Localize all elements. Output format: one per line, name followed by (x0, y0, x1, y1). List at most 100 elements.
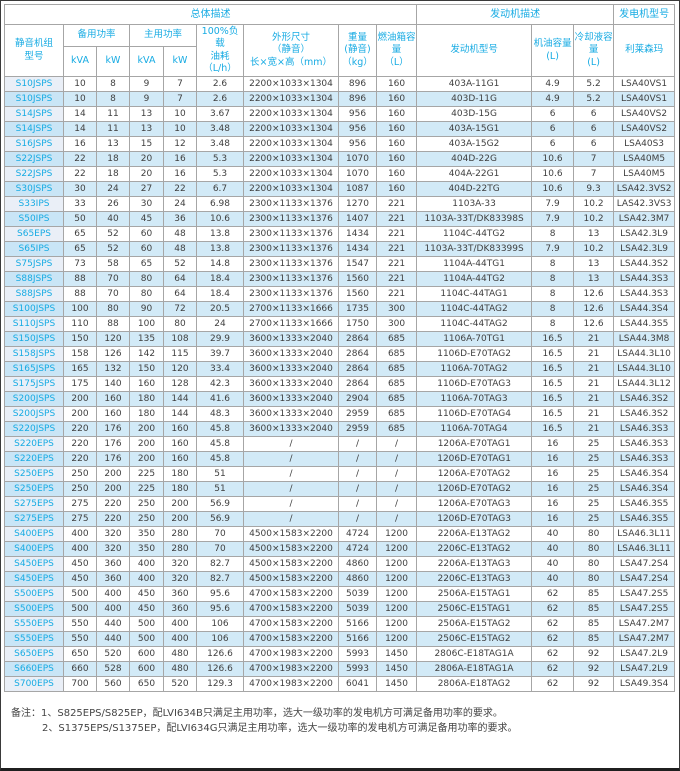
band-engine-description: 发动机描述 (416, 4, 615, 25)
data-cell: 600 (129, 646, 164, 662)
model-cell[interactable]: S400EPS (4, 541, 64, 557)
data-cell: 2.6 (196, 76, 244, 92)
data-cell: 12.6 (573, 316, 615, 332)
model-cell[interactable]: S550EPS (4, 616, 64, 632)
data-cell: 62 (531, 616, 575, 632)
table-row: S10JSPS 10 8 9 7 2.6 2200×1033×1304 896 160 403D-… (4, 91, 676, 107)
model-cell[interactable]: S50IPS (4, 211, 64, 227)
model-cell[interactable]: S200JSPS (4, 406, 64, 422)
model-cell[interactable]: S14JSPS (4, 121, 64, 137)
model-cell[interactable]: S65IPS (4, 241, 64, 257)
model-cell[interactable]: S14JSPS (4, 106, 64, 122)
data-cell: 403A-15G2 (416, 136, 533, 152)
data-cell: 2200×1033×1304 (243, 76, 339, 92)
data-cell: 13.8 (196, 241, 244, 257)
data-cell: LSA42.3VS2 (613, 181, 676, 197)
model-cell[interactable]: S65EPS (4, 226, 64, 242)
data-cell: 4.9 (531, 76, 575, 92)
model-cell[interactable]: S10JSPS (4, 91, 64, 107)
data-cell: 1450 (375, 646, 418, 662)
model-cell[interactable]: S200JSPS (4, 391, 64, 407)
data-cell: 1106D-E70TAG2 (416, 346, 533, 362)
table-row: S250EPS 250 200 225 180 51///1206A-E70TAG2 16 2… (4, 466, 676, 482)
data-cell: 7 (163, 76, 197, 92)
model-cell[interactable]: S220EPS (4, 451, 64, 467)
data-cell: 176 (96, 421, 130, 437)
table-row: S200JSPS 200 160 180 144 41.6 3600×1333×2040 29… (4, 391, 676, 407)
data-cell: LSA44.3L10 (613, 346, 676, 362)
model-cell[interactable]: S275EPS (4, 496, 64, 512)
data-cell: 1106D-E70TAG3 (416, 376, 533, 392)
data-cell: 65 (63, 241, 97, 257)
model-cell[interactable]: S250EPS (4, 481, 64, 497)
data-cell: LSA47.2S5 (613, 601, 676, 617)
model-cell[interactable]: S660EPS (4, 661, 64, 677)
model-cell[interactable]: S450EPS (4, 571, 64, 587)
model-cell[interactable]: S33IPS (4, 196, 64, 212)
table-row: S14JSPS 14 11 13 10 3.67 2200×1033×1304 956 160 4… (4, 106, 676, 122)
data-cell: 300 (375, 316, 418, 332)
model-cell[interactable]: S22JSPS (4, 151, 64, 167)
data-cell: 80 (573, 526, 615, 542)
data-cell: / (338, 496, 377, 512)
data-cell: 7.9 (531, 211, 575, 227)
data-cell: 16 (531, 451, 575, 467)
model-cell[interactable]: S550EPS (4, 631, 64, 647)
data-cell: / (243, 466, 339, 482)
model-cell[interactable]: S220JSPS (4, 421, 64, 437)
model-cell[interactable]: S150JSPS (4, 331, 64, 347)
data-cell: 320 (96, 526, 130, 542)
model-cell[interactable]: S75JSPS (4, 256, 64, 272)
model-cell[interactable]: S22JSPS (4, 166, 64, 182)
data-cell: / (375, 496, 418, 512)
data-cell: 30 (129, 196, 164, 212)
data-cell: 106 (196, 616, 244, 632)
model-cell[interactable]: S175JSPS (4, 376, 64, 392)
data-cell: 160 (375, 76, 418, 92)
model-cell[interactable]: S88JSPS (4, 271, 64, 287)
model-cell[interactable]: S500EPS (4, 601, 64, 617)
data-cell: 320 (96, 541, 130, 557)
data-cell: 250 (129, 511, 164, 527)
model-cell[interactable]: S30JSPS (4, 181, 64, 197)
data-cell: 13.8 (196, 226, 244, 242)
model-cell[interactable]: S275EPS (4, 511, 64, 527)
model-cell[interactable]: S400EPS (4, 526, 64, 542)
model-cell[interactable]: S110JSPS (4, 316, 64, 332)
data-cell: 12.6 (573, 286, 615, 302)
model-cell[interactable]: S220EPS (4, 436, 64, 452)
model-cell[interactable]: S650EPS (4, 646, 64, 662)
data-cell: 3600×1333×2040 (243, 346, 339, 362)
band-overall-description: 总体描述 (3, 4, 418, 25)
model-cell[interactable]: S165JSPS (4, 361, 64, 377)
model-cell[interactable]: S100JSPS (4, 301, 64, 317)
data-cell: 1434 (338, 241, 377, 257)
col-header-model: 静音机组 型号 (4, 24, 64, 77)
model-cell[interactable]: S88JSPS (4, 286, 64, 302)
data-cell: 685 (375, 346, 418, 362)
data-cell: 25 (573, 496, 615, 512)
data-cell: LSA47.2M7 (613, 616, 676, 632)
data-cell: 1200 (375, 541, 418, 557)
model-cell[interactable]: S16JSPS (4, 136, 64, 152)
data-cell: 520 (163, 676, 197, 692)
data-cell: 2200×1033×1304 (243, 136, 339, 152)
table-row: S65IPS 65 52 60 48 13.8 2300×1133×1376 1434 221 1… (4, 241, 676, 257)
data-cell: 165 (63, 361, 97, 377)
data-cell: 1070 (338, 166, 377, 182)
data-cell: LSA44.3S5 (613, 316, 676, 332)
data-cell: LSA46.3L11 (613, 526, 676, 542)
table-row: S22JSPS 22 18 20 16 5.3 2200×1033×1304 1070 160 4… (4, 151, 676, 167)
model-cell[interactable]: S500EPS (4, 586, 64, 602)
table-row: S14JSPS 14 11 13 10 3.48 2200×1033×1304 956 160 4… (4, 121, 676, 137)
model-cell[interactable]: S158JSPS (4, 346, 64, 362)
model-cell[interactable]: S700EPS (4, 676, 64, 692)
model-cell[interactable]: S10JSPS (4, 76, 64, 92)
data-cell: LSA47.2L9 (613, 661, 676, 677)
data-cell: / (375, 481, 418, 497)
model-cell[interactable]: S250EPS (4, 466, 64, 482)
model-cell[interactable]: S450EPS (4, 556, 64, 572)
data-cell: 25 (573, 511, 615, 527)
data-cell: 1106A-70TG1 (416, 331, 533, 347)
